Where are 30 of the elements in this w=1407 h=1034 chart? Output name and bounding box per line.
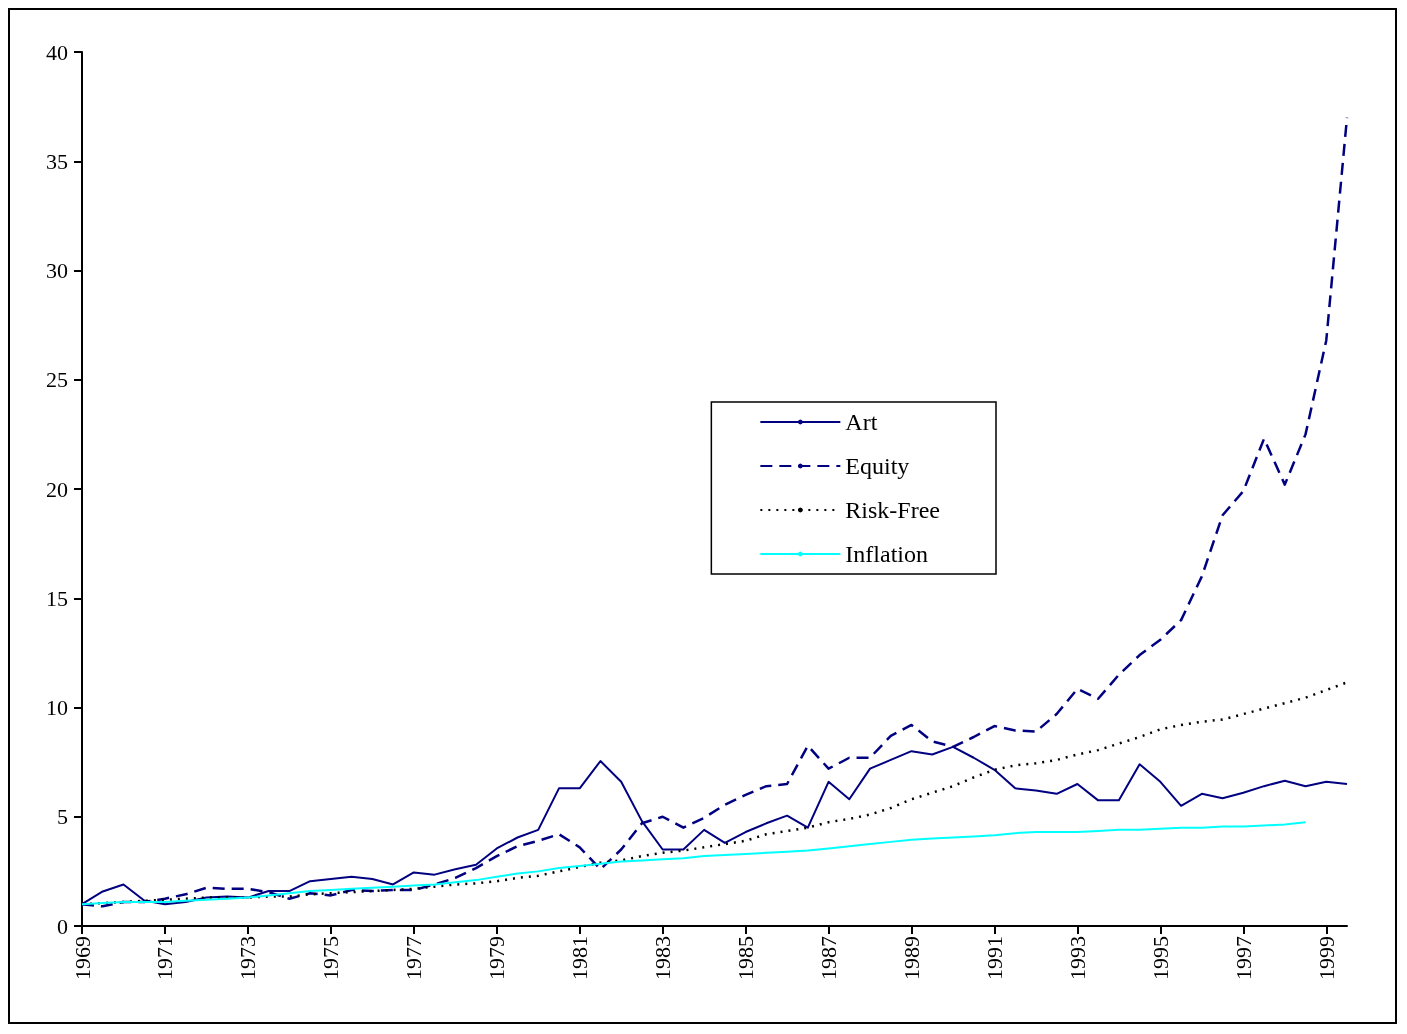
x-tick-label: 1983 <box>650 936 676 980</box>
x-tick-label: 1997 <box>1230 936 1256 980</box>
x-tick-label: 1985 <box>733 936 759 980</box>
x-tick-label: 1973 <box>235 936 261 980</box>
line-series <box>81 821 1307 906</box>
y-tick-label: 20 <box>46 476 68 502</box>
x-tick-label: 1995 <box>1147 936 1173 980</box>
x-tick-label: 1971 <box>152 936 178 980</box>
y-tick-label: 30 <box>46 258 68 283</box>
x-tick-label: 1991 <box>981 936 1007 980</box>
legend-label: Equity <box>845 453 910 479</box>
y-tick-label: 0 <box>57 913 68 939</box>
x-tick-label: 1981 <box>567 936 593 980</box>
x-tick-label: 1993 <box>1064 936 1090 980</box>
y-tick-label: 25 <box>46 367 68 393</box>
y-tick-label: 15 <box>46 585 68 611</box>
x-tick-label: 1979 <box>484 936 510 980</box>
x-tick-label: 1977 <box>401 936 427 980</box>
x-tick-label: 1987 <box>816 936 842 980</box>
y-tick-label: 40 <box>46 39 68 65</box>
legend-label: Art <box>845 409 878 435</box>
x-tick-label: 1999 <box>1313 936 1339 980</box>
y-tick-label: 5 <box>57 804 68 830</box>
legend-label: Inflation <box>845 541 928 567</box>
x-tick-label: 1989 <box>899 936 925 980</box>
x-tick-label: 1969 <box>69 936 95 980</box>
x-tick-label: 1975 <box>318 936 344 980</box>
y-tick-label: 35 <box>46 148 68 174</box>
y-tick-label: 10 <box>46 695 68 720</box>
legend-label: Risk-Free <box>845 497 940 523</box>
